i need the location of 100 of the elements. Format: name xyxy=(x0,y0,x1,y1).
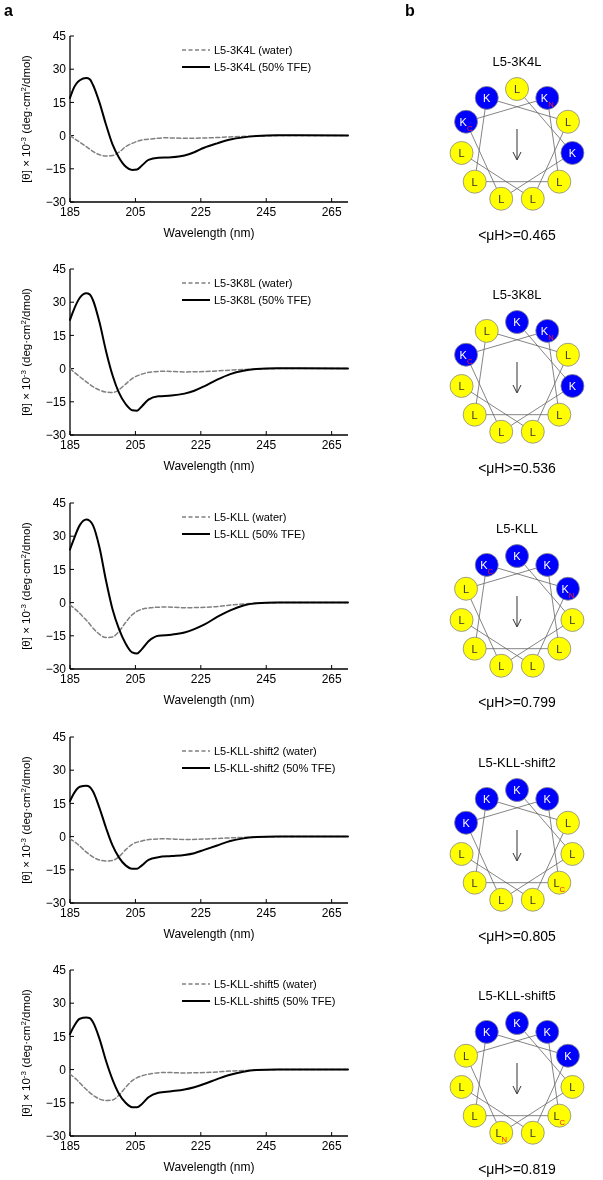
y-tick-label: 30 xyxy=(52,295,67,310)
y-tick-label: −15 xyxy=(45,863,67,877)
x-tick-label: 265 xyxy=(321,205,342,219)
y-tick-label: 15 xyxy=(52,1029,67,1044)
category-label: L xyxy=(498,893,505,906)
category-label: K xyxy=(513,783,522,796)
category-label: K xyxy=(568,379,577,392)
category-label: K xyxy=(568,146,577,159)
x-tick-label: 185 xyxy=(59,672,81,686)
y-tick-label: 30 xyxy=(52,763,67,778)
legend-label: L5-3K4L (water) xyxy=(214,43,293,56)
category-label: L xyxy=(529,659,536,672)
x-tick-label: 225 xyxy=(190,906,212,920)
category-label: K$_{N}$ xyxy=(540,91,554,109)
text: L5-KLL-shift2 xyxy=(478,755,556,770)
x-axis-title: Wavelength (nm) xyxy=(163,693,255,707)
legend-label: L5-3K4L (50% TFE) xyxy=(214,60,312,73)
category-label: L xyxy=(498,192,505,205)
category-label: L xyxy=(564,816,571,829)
legend-label: L5-KLL (water) xyxy=(214,510,287,523)
category-label: K xyxy=(564,1049,573,1062)
x-tick-label: 205 xyxy=(125,205,146,219)
text: L5-KLL-shift5 xyxy=(478,988,556,1003)
legend-label: L5-KLL-shift5 (50% TFE) xyxy=(214,994,336,1007)
legend-label: L5-KLL (50% TFE) xyxy=(214,527,306,540)
text: L5-3K8L xyxy=(492,287,542,302)
text: <μH>=0.805 xyxy=(478,928,557,944)
category-label: L xyxy=(458,1080,465,1093)
category-label: L xyxy=(471,876,478,889)
category-label: K$_{N}$ xyxy=(561,582,575,600)
y-tick-label: 45 xyxy=(52,496,67,511)
text: <μH>=0.465 xyxy=(478,227,557,243)
category-label: L xyxy=(471,408,478,421)
category-label: K xyxy=(513,549,522,562)
x-tick-label: 185 xyxy=(59,1139,81,1153)
y-tick-label: −15 xyxy=(45,395,67,409)
y-tick-label: 30 xyxy=(52,62,67,77)
x-tick-label: 205 xyxy=(125,906,146,920)
category-label: K xyxy=(483,91,492,104)
y-tick-label: 30 xyxy=(52,996,67,1011)
category-label: K xyxy=(462,816,471,829)
x-axis-title: Wavelength (nm) xyxy=(163,459,255,473)
x-tick-label: 265 xyxy=(321,906,342,920)
x-tick-label: 265 xyxy=(321,672,342,686)
x-tick-label: 265 xyxy=(321,438,342,452)
y-tick-label: 0 xyxy=(59,595,67,610)
text: <μH>=0.799 xyxy=(478,694,557,710)
legend-label: L5-3K8L (50% TFE) xyxy=(214,293,312,306)
legend-label: L5-KLL-shift5 (water) xyxy=(214,977,317,990)
category-label: K$_{C}$ xyxy=(480,558,494,576)
category-label: K$_{C}$ xyxy=(459,348,473,366)
category-label: K xyxy=(543,792,552,805)
category-label: L xyxy=(498,425,505,438)
x-tick-label: 225 xyxy=(190,672,212,686)
x-axis-title: Wavelength (nm) xyxy=(163,927,255,941)
y-tick-label: −15 xyxy=(45,1096,67,1110)
x-axis-title: Wavelength (nm) xyxy=(163,1160,255,1174)
x-tick-label: 185 xyxy=(59,906,81,920)
category-label: K$_{C}$ xyxy=(459,115,473,133)
text: b xyxy=(405,2,415,19)
category-label: L$_{C}$ xyxy=(553,876,566,894)
x-tick-label: 245 xyxy=(256,672,277,686)
category-label: L xyxy=(569,1080,576,1093)
x-tick-label: 205 xyxy=(125,438,146,452)
x-tick-label: 225 xyxy=(190,1139,212,1153)
category-label: K xyxy=(513,315,522,328)
category-label: L xyxy=(569,613,576,626)
x-tick-label: 245 xyxy=(256,1139,277,1153)
category-label: L xyxy=(556,408,563,421)
category-label: K$_{N}$ xyxy=(540,324,554,342)
y-tick-label: 0 xyxy=(59,829,67,844)
category-label: L xyxy=(564,348,571,361)
category-label: L xyxy=(556,175,563,188)
legend-label: L5-KLL-shift2 (50% TFE) xyxy=(214,761,336,774)
x-tick-label: 225 xyxy=(190,205,212,219)
category-label: L$_{N}$ xyxy=(495,1126,508,1144)
x-tick-label: 185 xyxy=(59,205,81,219)
category-label: L xyxy=(463,582,470,595)
x-tick-label: 225 xyxy=(190,438,212,452)
category-label: L xyxy=(458,847,465,860)
x-tick-label: 205 xyxy=(125,1139,146,1153)
category-label: L xyxy=(483,324,490,337)
category-label: L xyxy=(458,613,465,626)
x-tick-label: 205 xyxy=(125,672,146,686)
x-tick-label: 245 xyxy=(256,906,277,920)
x-tick-label: 185 xyxy=(59,438,81,452)
y-tick-label: −15 xyxy=(45,629,67,643)
category-label: L xyxy=(529,1126,536,1139)
category-label: L xyxy=(529,425,536,438)
y-tick-label: 15 xyxy=(52,562,67,577)
category-label: L xyxy=(513,82,521,95)
y-tick-label: 45 xyxy=(52,262,67,277)
y-tick-label: 45 xyxy=(52,730,67,745)
x-tick-label: 245 xyxy=(256,438,277,452)
category-label: L xyxy=(556,642,563,655)
x-axis-title: Wavelength (nm) xyxy=(163,226,255,240)
category-label: K xyxy=(543,1025,552,1038)
y-tick-label: 0 xyxy=(59,1062,67,1077)
y-tick-label: 0 xyxy=(59,361,67,376)
y-tick-label: 15 xyxy=(52,328,67,343)
